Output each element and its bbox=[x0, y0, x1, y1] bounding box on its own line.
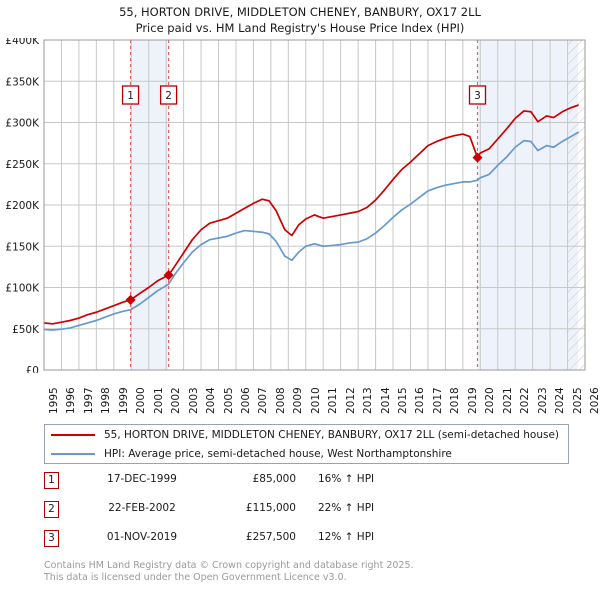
x-axis-tick-label: 2017 bbox=[431, 387, 444, 414]
y-axis-tick-label: £300K bbox=[5, 118, 40, 130]
x-axis-tick-label: 2019 bbox=[466, 387, 479, 414]
series-line-property bbox=[44, 104, 579, 325]
txn-price-1: £85,000 bbox=[252, 473, 296, 485]
x-axis-tick-label: 2006 bbox=[239, 387, 252, 414]
legend-item-property: 55, HORTON DRIVE, MIDDLETON CHENEY, BANB… bbox=[45, 425, 568, 444]
txn-price-2: £115,000 bbox=[245, 502, 296, 514]
x-axis-tick-label: 2000 bbox=[135, 387, 148, 414]
x-axis-tick-label: 2002 bbox=[170, 387, 183, 414]
x-axis-tick-label: 2016 bbox=[414, 387, 427, 414]
y-axis-tick-label: £100K bbox=[5, 283, 40, 295]
marker-box-label-2: 2 bbox=[165, 90, 172, 102]
txn-date-3: 01-NOV-2019 bbox=[106, 531, 178, 543]
x-axis-tick-label: 2003 bbox=[187, 387, 200, 414]
x-axis-tick-label: 2001 bbox=[152, 387, 165, 414]
table-row: 2 22-FEB-2002 £115,000 22% ↑ HPI bbox=[44, 499, 464, 528]
x-axis-tick-label: 1998 bbox=[100, 387, 113, 414]
chart-series bbox=[44, 104, 579, 331]
x-axis-tick-label: 2013 bbox=[362, 387, 375, 414]
txn-date-1: 17-DEC-1999 bbox=[107, 473, 177, 485]
x-axis-labels: 1995 1996 1997 1998 1999 2000 2001 2002 2003 2004… bbox=[0, 372, 600, 418]
x-axis-tick-label: 2025 bbox=[571, 387, 584, 414]
txn-index-badge-2: 2 bbox=[44, 501, 59, 518]
txn-hpi-delta-2: 22% ↑ HPI bbox=[318, 502, 375, 514]
x-axis-tick-label: 2026 bbox=[589, 387, 600, 414]
x-axis-tick-label: 2022 bbox=[519, 387, 532, 414]
x-axis-tick-label: 1996 bbox=[65, 387, 78, 414]
x-axis-tick-label: 2012 bbox=[344, 387, 357, 414]
y-axis-tick-label: £50K bbox=[12, 324, 40, 336]
y-axis-tick-label: £350K bbox=[5, 76, 40, 88]
footer-line-1: Contains HM Land Registry data © Crown c… bbox=[44, 560, 414, 571]
y-axis-tick-label: £400K bbox=[5, 38, 40, 47]
x-axis-tick-label: 1995 bbox=[48, 387, 60, 414]
x-axis-tick-label: 2010 bbox=[309, 387, 322, 414]
chart-legend: 55, HORTON DRIVE, MIDDLETON CHENEY, BANB… bbox=[44, 424, 569, 464]
x-axis-tick-label: 2011 bbox=[327, 387, 340, 414]
txn-index-badge-3: 3 bbox=[44, 530, 59, 547]
sale-point-diamond-2 bbox=[163, 270, 174, 281]
table-row: 3 01-NOV-2019 £257,500 12% ↑ HPI bbox=[44, 528, 464, 557]
txn-index-badge-1: 1 bbox=[44, 472, 59, 489]
x-axis-tick-label: 2024 bbox=[554, 387, 567, 414]
footer-attribution: Contains HM Land Registry data © Crown c… bbox=[44, 560, 584, 583]
marker-box-2 bbox=[159, 85, 178, 105]
table-row: 1 17-DEC-1999 £85,000 16% ↑ HPI bbox=[44, 470, 464, 499]
plot-border bbox=[43, 39, 586, 371]
y-axis-labels: £0 £50K £100K £150K £200K £250K £300K £350K £400… bbox=[5, 38, 40, 373]
x-axis-tick-label: 2021 bbox=[501, 387, 514, 414]
transactions-table: 1 17-DEC-1999 £85,000 16% ↑ HPI 2 22-FEB… bbox=[44, 470, 464, 557]
txn-hpi-delta-3: 12% ↑ HPI bbox=[318, 531, 375, 543]
title-subtitle: Price paid vs. HM Land Registry's House … bbox=[135, 21, 465, 35]
x-axis-tick-label: 2014 bbox=[379, 387, 392, 414]
footer-line-2: This data is licensed under the Open Gov… bbox=[44, 571, 347, 583]
series-line-hpi bbox=[44, 131, 579, 331]
chart-plot-area: £0 £50K £100K £150K £200K £250K £300K £350K £400… bbox=[0, 38, 600, 373]
x-axis-tick-label: 2023 bbox=[536, 387, 549, 414]
txn-hpi-delta-1: 16% ↑ HPI bbox=[318, 473, 375, 485]
sale-marker-labels: 1 2 3 bbox=[121, 85, 487, 105]
x-axis-tick-label: 2004 bbox=[205, 387, 218, 414]
txn-date-2: 22-FEB-2002 bbox=[108, 502, 176, 514]
x-axis-tick-label: 2018 bbox=[449, 387, 462, 414]
legend-swatch-blue-icon bbox=[51, 452, 95, 455]
legend-item-hpi: HPI: Average price, semi-detached house,… bbox=[45, 444, 568, 463]
sale-marker-points bbox=[125, 152, 483, 305]
title-address: 55, HORTON DRIVE, MIDDLETON CHENEY, BANB… bbox=[119, 5, 481, 19]
y-axis-tick-label: £150K bbox=[5, 241, 40, 253]
hpi-line-chart: £0 £50K £100K £150K £200K £250K £300K £350K £400… bbox=[5, 38, 586, 373]
x-axis-tick-label: 2020 bbox=[484, 387, 497, 414]
chart-gridlines bbox=[43, 39, 586, 371]
x-axis-tick-label: 2008 bbox=[274, 387, 287, 414]
y-axis-tick-label: £250K bbox=[5, 159, 40, 171]
legend-label-property: 55, HORTON DRIVE, MIDDLETON CHENEY, BANB… bbox=[104, 428, 560, 441]
page-title: 55, HORTON DRIVE, MIDDLETON CHENEY, BANB… bbox=[0, 4, 600, 36]
y-axis-tick-label: £200K bbox=[5, 200, 40, 212]
marker-box-1 bbox=[121, 85, 140, 105]
x-axis-tick-label: 2005 bbox=[222, 387, 235, 414]
legend-label-hpi: HPI: Average price, semi-detached house,… bbox=[104, 447, 452, 460]
txn-price-3: £257,500 bbox=[245, 531, 296, 543]
x-axis-tick-label: 2007 bbox=[257, 387, 270, 414]
sale-point-diamond-1 bbox=[125, 294, 136, 305]
sale-point-diamond-3 bbox=[472, 152, 483, 163]
legend-swatch-red-icon bbox=[51, 433, 95, 436]
x-axis-tick-label: 2009 bbox=[292, 387, 305, 414]
marker-box-label-1: 1 bbox=[127, 90, 134, 102]
marker-box-3 bbox=[468, 85, 487, 105]
x-axis-tick-label: 1999 bbox=[117, 387, 130, 414]
y-axis-tick-label: £0 bbox=[26, 365, 39, 373]
marker-box-label-3: 3 bbox=[474, 90, 481, 102]
x-axis-tick-label: 1997 bbox=[82, 387, 95, 414]
x-axis-tick-label: 2015 bbox=[397, 387, 410, 414]
